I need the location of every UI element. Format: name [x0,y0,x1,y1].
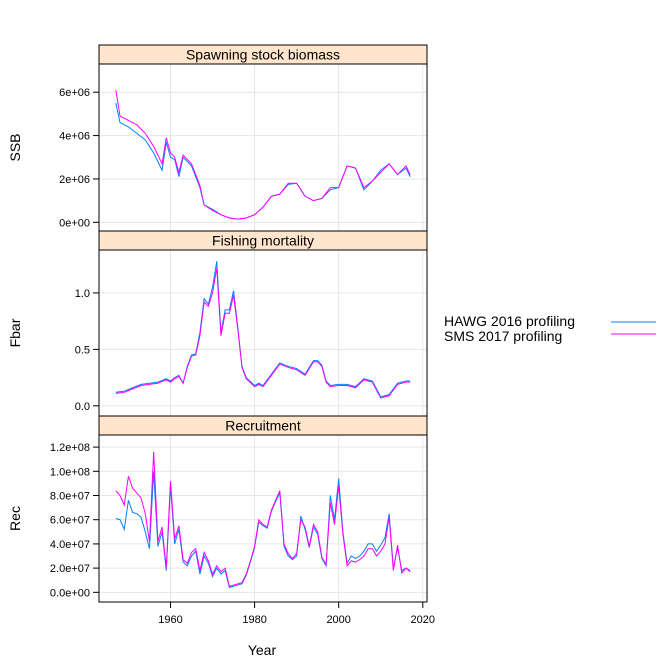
panel-0: Spawning stock biomass 0e+00 2e+06 4e+06 6e+… [7,44,428,232]
x-tick-label: 2000 [326,614,350,626]
series-line-sms-2017 [115,267,411,399]
y-tick-label: 0e+00 [59,217,90,229]
y-tick-label: 1.2e+08 [50,442,90,454]
y-tick-label: 0.5 [75,344,90,356]
y-tick-label: 4e+06 [59,131,90,143]
series-line-hawg-2016 [115,471,411,589]
panel-title: Spawning stock biomass [186,47,340,63]
y-tick-label: 0.0 [75,401,90,413]
legend-label: HAWG 2016 profiling [444,313,575,329]
panel-border [98,434,428,603]
x-axis-label: Year [248,642,277,658]
y-tick-label: 8.0e+07 [50,491,90,503]
legend-label: SMS 2017 profiling [444,328,562,344]
y-tick-label: 1.0e+08 [50,466,90,478]
y-axis-label: Fbar [7,318,23,347]
y-tick-label: 6e+06 [59,87,90,99]
y-axis-label: Rec [7,506,23,531]
y-tick-label: 2e+06 [59,174,90,186]
series-line-hawg-2016 [115,261,411,398]
panel-1: Fishing mortality 0.0 0.5 1.0 Fbar [7,230,428,417]
x-axis: 1960 1980 2000 2020 [158,602,435,626]
series-line-sms-2017 [115,89,411,220]
y-tick-label: 4.0e+07 [50,539,90,551]
panel-title: Recruitment [225,418,301,434]
y-tick-label: 0.0e+00 [50,587,90,599]
panel-title: Fishing mortality [212,233,314,249]
series-line-hawg-2016 [115,102,411,220]
series-line-sms-2017 [115,451,411,587]
panel-border [98,63,428,232]
panel-2: Recruitment 0.0e+00 2.0e+07 4.0e+07 6.0e+07 8… [7,415,428,603]
chart-panels: Spawning stock biomass 0e+00 2e+06 4e+06 6e+… [7,44,435,626]
y-axis-label: SSB [7,133,23,161]
y-tick-label: 1.0 [75,288,90,300]
x-tick-label: 1960 [158,614,182,626]
x-tick-label: 2020 [411,614,435,626]
y-tick-label: 6.0e+07 [50,515,90,527]
y-tick-label: 2.0e+07 [50,563,90,575]
x-tick-label: 1980 [242,614,266,626]
